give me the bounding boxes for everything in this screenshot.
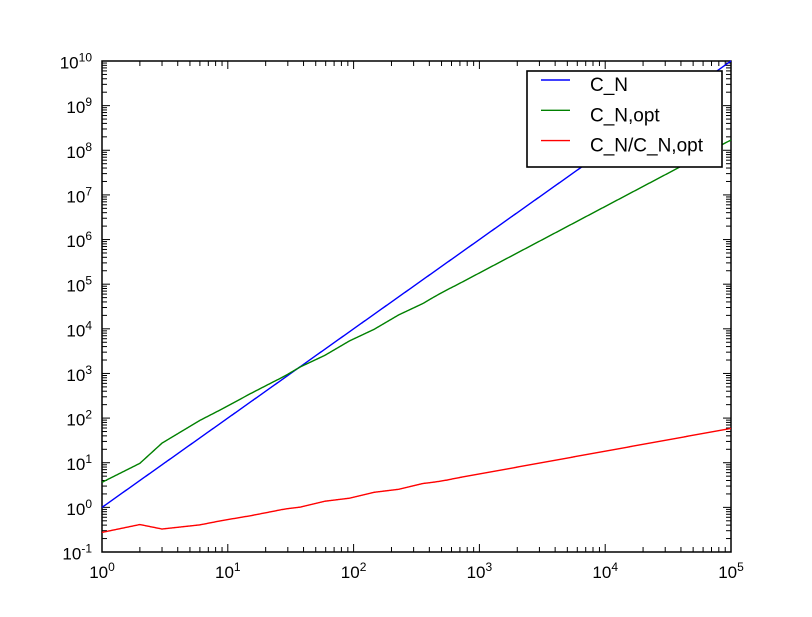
- svg-text:106: 106: [66, 229, 92, 251]
- svg-text:C_N: C_N: [590, 75, 628, 96]
- svg-text:103: 103: [467, 560, 493, 582]
- svg-text:107: 107: [66, 184, 92, 206]
- svg-text:105: 105: [66, 274, 92, 296]
- svg-text:101: 101: [215, 560, 241, 582]
- svg-text:100: 100: [89, 560, 115, 582]
- svg-text:101: 101: [66, 452, 92, 474]
- svg-text:104: 104: [592, 560, 618, 582]
- svg-text:108: 108: [66, 140, 92, 162]
- svg-text:102: 102: [341, 560, 367, 582]
- svg-text:104: 104: [66, 318, 92, 340]
- svg-text:105: 105: [718, 560, 744, 582]
- svg-text:100: 100: [66, 497, 92, 519]
- svg-text:109: 109: [66, 95, 92, 117]
- svg-text:10-1: 10-1: [62, 542, 92, 564]
- svg-text:C_N/C_N,opt: C_N/C_N,opt: [590, 136, 704, 157]
- svg-text:103: 103: [66, 363, 92, 385]
- svg-text:102: 102: [66, 408, 92, 430]
- svg-text:C_N,opt: C_N,opt: [590, 105, 660, 126]
- svg-text:1010: 1010: [60, 51, 93, 73]
